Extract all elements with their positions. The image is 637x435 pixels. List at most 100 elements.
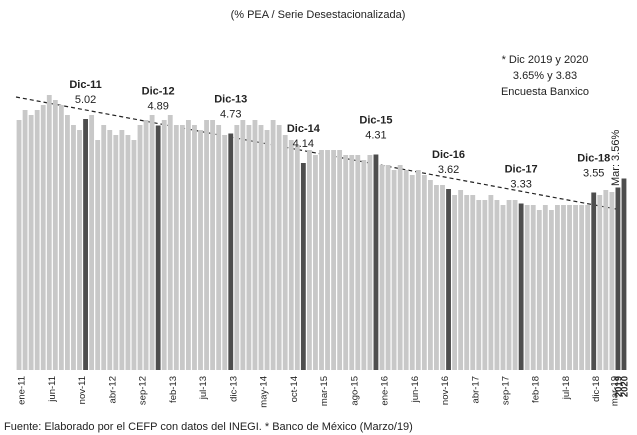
bar xyxy=(385,165,391,370)
bar xyxy=(210,120,216,370)
bar xyxy=(361,160,367,370)
bar xyxy=(397,165,403,370)
bar xyxy=(300,163,306,370)
bar xyxy=(204,120,209,370)
x-tick-label: mar-19 xyxy=(609,376,620,406)
bar xyxy=(52,100,58,370)
x-tick-label: mar-15 xyxy=(319,376,330,406)
bar xyxy=(555,205,560,370)
x-tick-label: oct-14 xyxy=(289,376,300,402)
bar xyxy=(161,120,167,370)
bar xyxy=(379,165,385,370)
bar xyxy=(288,140,294,370)
bar xyxy=(597,195,603,370)
annotation: Encuesta Banxico xyxy=(501,86,589,98)
trend-line xyxy=(15,96,617,210)
label-name: Dic-13 xyxy=(214,93,247,105)
value-label: 4.14 xyxy=(293,138,314,150)
bar xyxy=(149,115,155,370)
bar xyxy=(482,200,488,370)
bar xyxy=(409,175,415,370)
bar xyxy=(131,140,137,370)
bar xyxy=(585,205,591,370)
bar xyxy=(246,125,252,370)
bar xyxy=(270,120,276,370)
bar xyxy=(567,205,572,370)
bar xyxy=(391,170,397,370)
value-label: 4.89 xyxy=(147,100,168,112)
bar xyxy=(536,210,542,370)
bar xyxy=(101,125,107,370)
bar xyxy=(319,150,324,370)
x-tick-label: ago-15 xyxy=(349,376,360,406)
label-name: Dic-17 xyxy=(505,163,538,175)
bar xyxy=(403,170,409,370)
bar xyxy=(349,155,355,370)
bar xyxy=(591,192,597,370)
bar xyxy=(530,205,536,370)
bar xyxy=(89,115,95,370)
bar xyxy=(548,210,554,370)
bar xyxy=(77,130,82,370)
bar xyxy=(258,125,264,370)
label-name: Dic-12 xyxy=(142,85,175,97)
bar xyxy=(500,205,506,370)
bar xyxy=(16,120,22,370)
annotation: 3.65% y 3.83 xyxy=(513,70,577,82)
bar xyxy=(506,200,512,370)
bar xyxy=(343,155,349,370)
label-name: Dic-18 xyxy=(577,152,610,164)
value-label: 3.33 xyxy=(510,178,531,190)
bar xyxy=(609,192,615,370)
bar xyxy=(464,195,470,370)
bar xyxy=(252,120,258,370)
chart-title: (% PEA / Serie Desestacionalizada) xyxy=(231,9,406,21)
bar xyxy=(234,125,240,370)
bar xyxy=(367,155,373,370)
label-name: Dic-11 xyxy=(69,79,101,91)
x-tick-label: nov-11 xyxy=(77,376,88,404)
bar xyxy=(373,154,379,370)
x-tick-label: 2020 xyxy=(619,376,630,397)
bar xyxy=(306,150,312,370)
bar xyxy=(216,125,222,370)
x-tick-label: nov-16 xyxy=(440,376,451,405)
bar xyxy=(518,203,524,370)
x-tick-label: abr-12 xyxy=(107,376,118,403)
bar xyxy=(22,110,28,370)
bar xyxy=(313,155,318,370)
label-name: Dic-14 xyxy=(287,123,321,135)
bar xyxy=(155,125,161,370)
bar xyxy=(446,189,451,370)
x-tick-label: jul-18 xyxy=(561,376,572,400)
bar xyxy=(198,130,203,370)
bar xyxy=(470,195,476,370)
bar xyxy=(34,110,40,370)
bar xyxy=(603,190,609,370)
bar xyxy=(337,150,343,370)
bar xyxy=(476,200,482,370)
label-name: Dic-15 xyxy=(359,114,392,126)
bar xyxy=(621,178,627,370)
bar xyxy=(325,150,330,370)
bar xyxy=(331,150,337,370)
bar xyxy=(58,105,64,370)
value-label: 3.62 xyxy=(438,164,459,176)
bar xyxy=(95,140,101,370)
bar xyxy=(143,120,149,370)
bar xyxy=(192,125,197,370)
annotation: * Dic 2019 y 2020 xyxy=(502,54,589,66)
bar xyxy=(40,105,46,370)
bar xyxy=(185,120,191,370)
x-tick-label: ene-11 xyxy=(17,376,28,405)
bar xyxy=(167,115,173,370)
bar xyxy=(28,115,34,370)
x-tick-label: 2019 xyxy=(613,376,624,397)
x-tick-label: jul-13 xyxy=(198,376,209,400)
x-tick-label: ene-16 xyxy=(380,376,391,406)
x-tick-label: jun-16 xyxy=(410,376,421,403)
bar xyxy=(173,125,179,370)
x-tick-label: sep-12 xyxy=(138,376,149,405)
bar xyxy=(579,205,585,370)
